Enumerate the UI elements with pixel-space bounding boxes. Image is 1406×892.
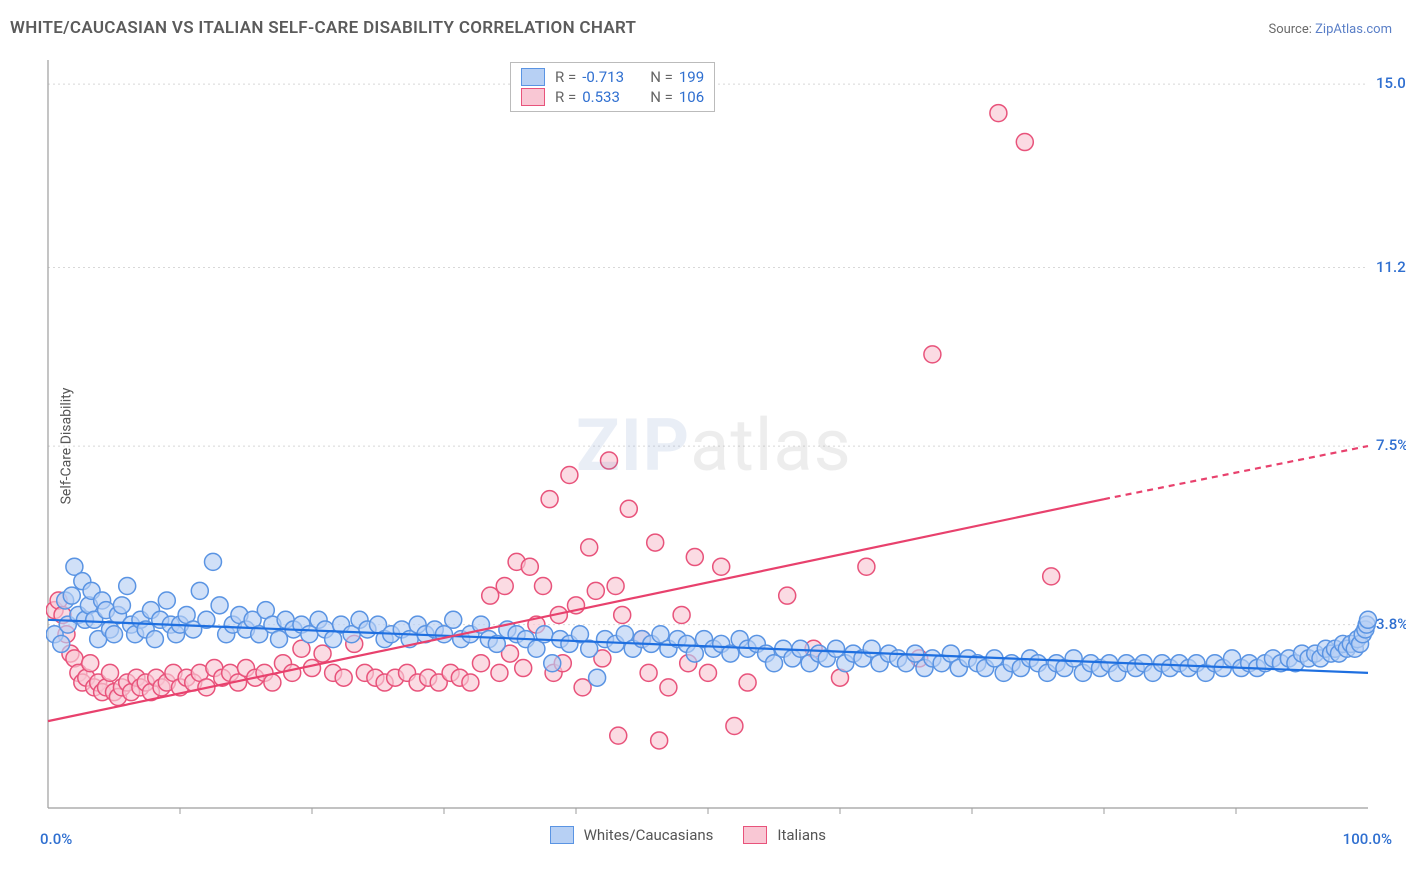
source-attribution: Source: ZipAtlas.com (1268, 22, 1392, 37)
y-tick-label: 7.5% (1376, 436, 1406, 454)
chart-container: WHITE/CAUCASIAN VS ITALIAN SELF-CARE DIS… (0, 0, 1406, 892)
y-tick-label: 3.8% (1376, 615, 1406, 633)
stats-row: R = -0.713 N = 199 (521, 67, 704, 87)
chart-title: WHITE/CAUCASIAN VS ITALIAN SELF-CARE DIS… (10, 18, 636, 38)
source-prefix: Source: (1268, 22, 1315, 37)
chart-plot-area (46, 60, 1394, 830)
r-value: -0.713 (582, 68, 636, 86)
n-label: N = (650, 68, 673, 86)
x-axis-max-label: 100.0% (1343, 830, 1392, 848)
legend-item: Italians (743, 826, 826, 844)
n-label: N = (650, 88, 673, 106)
y-tick-label: 15.0% (1376, 74, 1406, 92)
legend-item: Whites/Caucasians (550, 826, 714, 844)
chart-svg (46, 60, 1394, 830)
stats-row: R = 0.533 N = 106 (521, 87, 704, 107)
legend-label: Whites/Caucasians (584, 826, 714, 844)
series-swatch (743, 826, 767, 844)
series-legend: Whites/Caucasians Italians (550, 826, 826, 844)
legend-label: Italians (777, 826, 826, 844)
series-swatch (521, 88, 545, 106)
series-swatch (521, 68, 545, 86)
stats-legend-box: R = -0.713 N = 199 R = 0.533 N = 106 (510, 62, 715, 112)
series-swatch (550, 826, 574, 844)
y-tick-label: 11.2% (1376, 258, 1406, 276)
n-value: 106 (679, 88, 704, 106)
x-axis-min-label: 0.0% (40, 830, 72, 848)
r-label: R = (555, 68, 576, 86)
n-value: 199 (679, 68, 704, 86)
source-link[interactable]: ZipAtlas.com (1315, 22, 1392, 37)
r-value: 0.533 (582, 88, 636, 106)
r-label: R = (555, 88, 576, 106)
